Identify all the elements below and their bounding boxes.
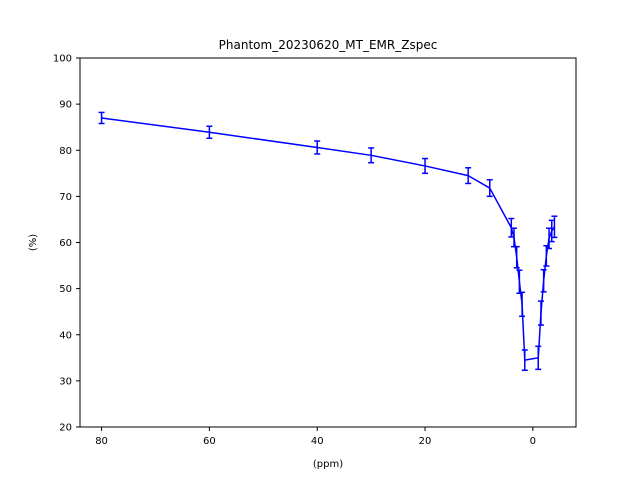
plot-frame [79, 57, 577, 428]
x-tick-label: 40 [311, 436, 324, 447]
x-tick-label: 80 [95, 436, 108, 447]
x-axis-label: (ppm) [313, 459, 343, 470]
series-layer [98, 111, 558, 372]
y-tick-label: 60 [59, 238, 72, 249]
y-tick-label: 80 [59, 146, 72, 157]
y-axis-ticks: 20 30 40 50 60 70 80 90 100 [53, 54, 80, 434]
x-axis-ticks: 80 60 40 20 0 [95, 427, 536, 447]
chart-title: Phantom_20230620_MT_EMR_Zspec [219, 38, 438, 52]
y-axis-label: (%) [28, 234, 39, 251]
y-tick-label: 40 [59, 330, 72, 341]
x-tick-label: 60 [203, 436, 216, 447]
x-tick-label: 0 [530, 436, 536, 447]
y-tick-label: 70 [59, 192, 72, 203]
x-tick-label: 20 [419, 436, 432, 447]
y-tick-label: 50 [59, 284, 72, 295]
y-tick-label: 30 [59, 376, 72, 387]
series-line [101, 117, 556, 361]
y-tick-label: 100 [53, 54, 72, 65]
y-tick-label: 90 [59, 100, 72, 111]
y-tick-label: 20 [59, 423, 72, 434]
